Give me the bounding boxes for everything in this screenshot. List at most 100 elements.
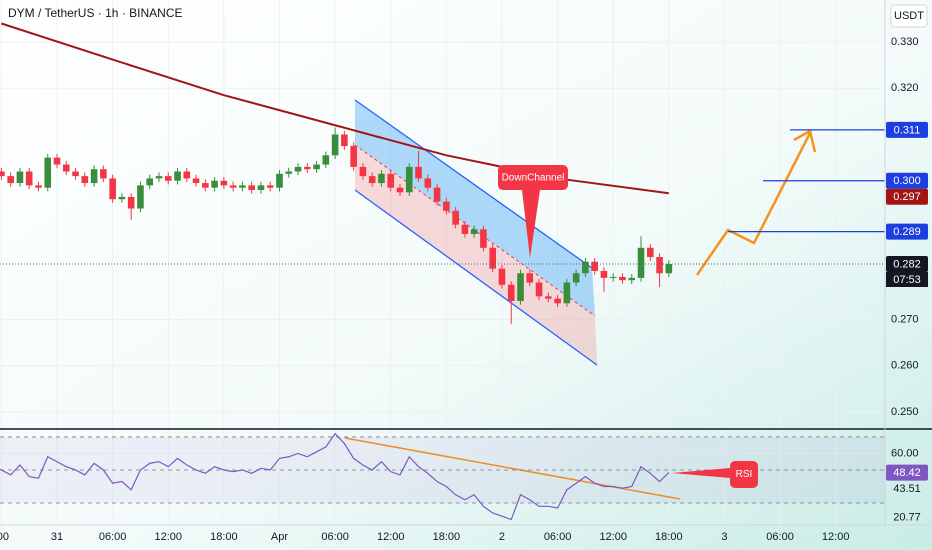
candle-body <box>341 134 348 147</box>
candle-body <box>609 276 617 278</box>
x-tick-label: 18:00 <box>210 531 238 543</box>
candle-body <box>517 273 524 301</box>
candle-body <box>109 178 116 200</box>
candle-body <box>433 187 441 202</box>
candle-body <box>656 257 663 274</box>
callout <box>498 165 568 258</box>
channel-lower-fill <box>355 145 597 365</box>
chart-title: DYM / TetherUS · 1h · BINANCE <box>8 6 183 20</box>
price-tag <box>886 255 928 272</box>
x-tick-label: 12:00 <box>599 531 627 543</box>
candle-body <box>164 176 172 181</box>
candle-body <box>582 261 589 274</box>
price-tag-label: 20.77 <box>893 511 921 523</box>
x-tick-label: 06:00 <box>544 531 572 543</box>
x-tick-label: 12:00 <box>154 531 182 543</box>
x-tick-label: 18:00 <box>655 531 683 543</box>
y-tick-label: 0.250 <box>891 406 919 418</box>
candle-body <box>480 229 487 248</box>
x-tick-label: 06:00 <box>766 531 794 543</box>
candle-body <box>507 284 515 301</box>
price-tag-label: 0.289 <box>893 226 921 238</box>
callout <box>672 461 758 488</box>
rsi-label: RSI <box>736 469 753 480</box>
x-tick-label: 12:00 <box>377 531 405 543</box>
y-tick-label: 0.270 <box>891 313 919 325</box>
price-tag-label: 0.300 <box>893 175 921 187</box>
candle-body <box>470 229 478 234</box>
candle-body <box>44 157 52 188</box>
candle-body <box>350 146 357 167</box>
currency-box <box>890 4 928 28</box>
candle-body <box>90 169 98 184</box>
candle-body <box>239 185 246 188</box>
candle-body <box>155 176 163 179</box>
x-tick-label: 06:00 <box>99 531 127 543</box>
candle-body <box>35 185 42 188</box>
price-tag <box>886 172 928 189</box>
candle-body <box>192 178 200 184</box>
price-tag <box>886 188 928 205</box>
candle-body <box>424 178 432 188</box>
candle-body <box>53 157 61 165</box>
candle-body <box>118 196 126 200</box>
candle-body <box>619 276 626 281</box>
candle-body <box>72 171 79 177</box>
price-tag-label: 0.282 <box>893 258 921 270</box>
price-tag-label: 43.51 <box>893 483 921 495</box>
candle-body <box>545 296 552 299</box>
candle-body <box>452 210 459 225</box>
channel-upper-fill <box>355 100 595 316</box>
candle-body <box>174 171 181 181</box>
x-tick-label: 06:00 <box>321 531 349 543</box>
candle-body <box>498 268 506 285</box>
candle-body <box>461 224 469 234</box>
candle-body <box>183 171 191 179</box>
candle-body <box>443 201 450 211</box>
candle-body <box>16 171 24 184</box>
grid <box>0 0 885 525</box>
drawings <box>354 99 817 366</box>
candle-body <box>211 180 218 188</box>
candle-body <box>202 183 209 188</box>
candle-body <box>572 273 580 283</box>
candle-body <box>535 282 543 297</box>
candle-body <box>229 185 237 188</box>
candle-body <box>313 164 320 170</box>
rsi-trendline <box>344 437 681 500</box>
candle-body <box>303 166 311 170</box>
candle-body <box>285 171 293 174</box>
candle-body <box>591 261 598 271</box>
candle-body <box>331 134 339 156</box>
x-tick-label: Apr <box>271 531 288 543</box>
candle-body <box>526 273 534 283</box>
candle-body <box>294 166 302 172</box>
candle-body <box>628 277 636 281</box>
channel-label: DownChannel <box>502 173 565 184</box>
arrow-head <box>793 129 817 153</box>
candle-body <box>396 187 404 193</box>
y2-tick-label: 60.00 <box>891 447 919 459</box>
y-tick-label: 0.320 <box>891 82 919 94</box>
price-tag <box>886 223 928 240</box>
candle-body <box>563 282 571 304</box>
price-tag <box>886 121 928 138</box>
price-tag-label: 0.297 <box>893 191 921 203</box>
price-tag-label: 0.311 <box>894 124 921 136</box>
candle-body <box>127 196 135 209</box>
candle-body <box>0 171 5 177</box>
x-tick-label: 18:00 <box>433 531 461 543</box>
price-tag-label: 48.42 <box>893 467 921 479</box>
candle-body <box>646 247 654 258</box>
channel-mid <box>354 144 596 317</box>
candle-body <box>81 176 89 184</box>
x-tick-label: 31 <box>51 531 63 543</box>
candle-body <box>7 176 14 184</box>
candle-body <box>600 270 608 278</box>
price-tag <box>886 464 928 481</box>
candle-body <box>378 173 385 184</box>
candle-body <box>405 166 413 193</box>
candle-body <box>489 247 496 269</box>
